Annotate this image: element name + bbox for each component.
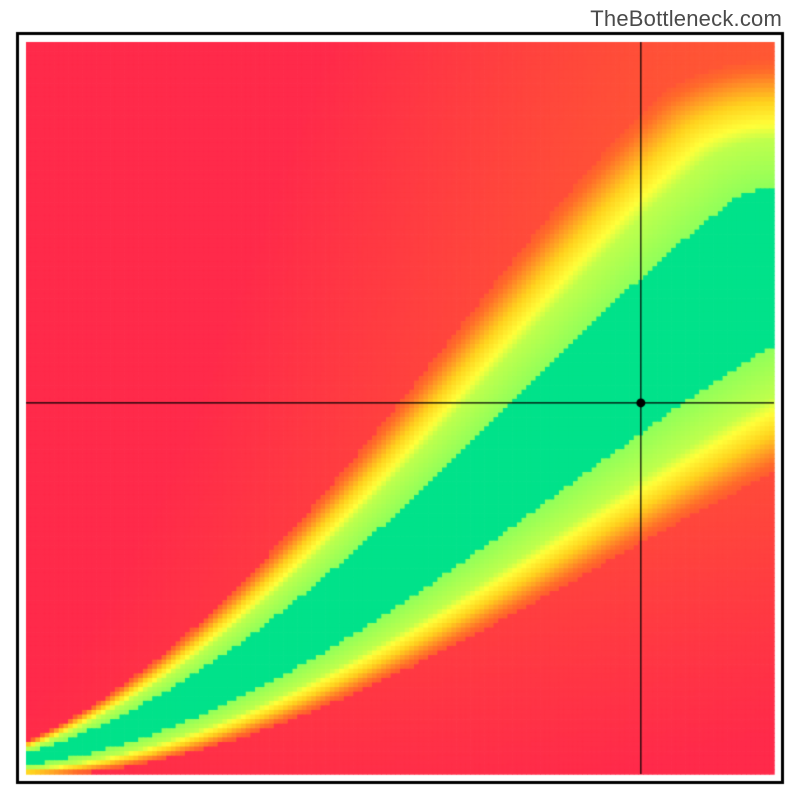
attribution-text: TheBottleneck.com [590,6,782,32]
bottleneck-heatmap [0,0,800,800]
